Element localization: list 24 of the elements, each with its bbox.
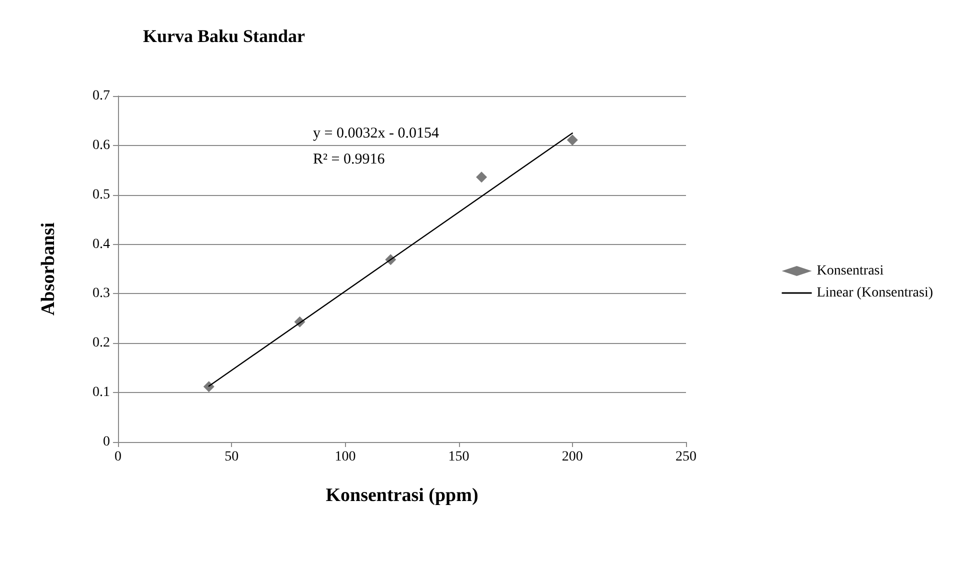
annotation: y = 0.0032x - 0.0154: [313, 126, 440, 142]
x-tick-label: 100: [334, 450, 356, 464]
chart-title: Kurva Baku Standar: [143, 26, 306, 46]
annotation: R² = 0.9916: [313, 152, 386, 168]
point: [476, 172, 488, 183]
y-tick-label: 0.4: [92, 236, 110, 252]
y-tick-label: 0.5: [92, 187, 110, 202]
x-tick-label: 250: [676, 450, 696, 464]
y-tick-label: 0.3: [92, 286, 110, 302]
point: [203, 381, 214, 392]
y-tick-label: 0.7: [92, 88, 110, 104]
y-tick-label: 0.6: [92, 138, 110, 153]
x-tick-label: 50: [224, 450, 239, 464]
y-tick-label: 0.2: [92, 336, 110, 351]
y-tick-label: 0.1: [92, 385, 110, 400]
x-tick-label: 200: [562, 450, 583, 464]
x-tick-label: 150: [448, 450, 470, 464]
y-tick-label: 0: [103, 434, 110, 450]
x-tick-label: 0: [114, 450, 122, 464]
x-axis-title: Konsentrasi (ppm): [326, 485, 478, 506]
y-axis-title: Absorbansi: [38, 222, 59, 316]
legend-label: Konsentrasi: [816, 264, 884, 278]
legend-label: Linear (Konsentrasi): [816, 286, 934, 300]
point: [566, 134, 578, 146]
